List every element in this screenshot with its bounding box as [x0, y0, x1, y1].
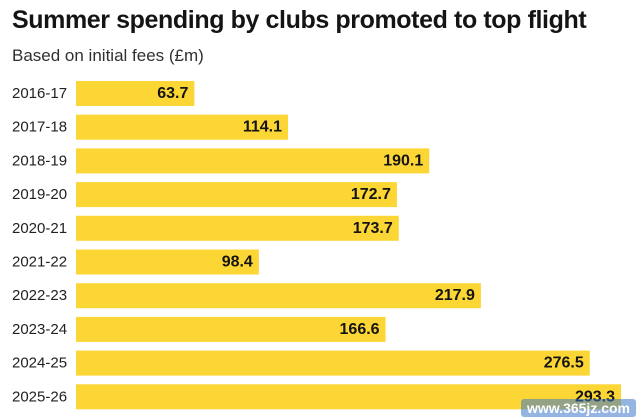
value-label: 98.4 [222, 254, 253, 271]
value-label: 217.9 [435, 287, 475, 304]
bar-2020-21 [76, 215, 399, 241]
watermark: www.365jz.com [521, 399, 636, 417]
value-label: 190.1 [383, 152, 423, 169]
category-label: 2022-23 [12, 287, 67, 304]
category-label: 2023-24 [12, 321, 67, 338]
value-label: 63.7 [157, 85, 188, 102]
value-label: 172.7 [351, 186, 391, 203]
chart-subtitle: Based on initial fees (£m) [12, 46, 204, 65]
bar-2016-17 [76, 81, 195, 106]
category-label: 2021-22 [12, 254, 67, 271]
chart-title: Summer spending by clubs promoted to top… [12, 6, 587, 34]
category-label: 2020-21 [12, 220, 67, 237]
category-label: 2018-19 [12, 152, 67, 169]
category-label: 2025-26 [12, 388, 67, 405]
bar-2022-23 [76, 283, 481, 309]
bar-2017-18 [76, 114, 289, 140]
value-label: 173.7 [353, 220, 393, 237]
category-label: 2024-25 [12, 355, 67, 372]
category-label: 2016-17 [12, 85, 67, 102]
bar-2019-20 [76, 182, 397, 208]
value-label: 114.1 [243, 119, 282, 136]
value-label: 166.6 [340, 321, 380, 338]
category-label: 2017-18 [12, 119, 67, 136]
bar-2021-22 [76, 249, 259, 275]
bar-2023-24 [76, 316, 386, 342]
value-label: 276.5 [544, 355, 584, 372]
category-label: 2019-20 [12, 186, 67, 203]
bar-2024-25 [76, 350, 590, 376]
bar-2018-19 [76, 148, 430, 174]
